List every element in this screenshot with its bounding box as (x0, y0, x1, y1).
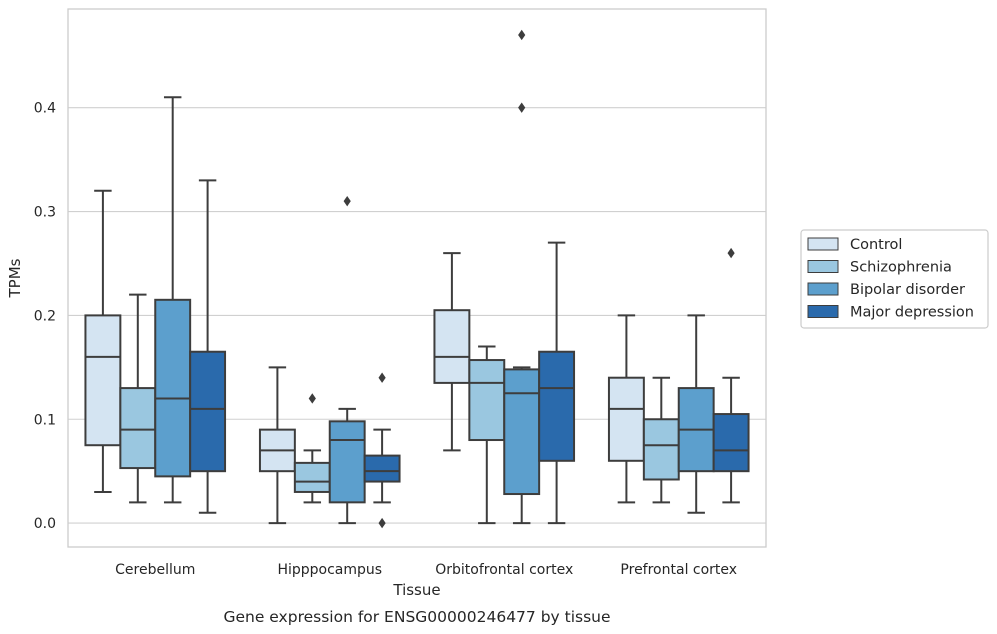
box-body (363, 454, 401, 483)
box-body (468, 359, 506, 442)
legend-label: Bipolar disorder (850, 282, 965, 298)
box-body (119, 387, 157, 470)
box-control (607, 314, 645, 504)
box-body (433, 309, 471, 384)
box-major-depression (712, 247, 750, 504)
box-body (607, 376, 645, 462)
x-tick-label: Orbitofrontal cortex (435, 562, 573, 578)
box-schizophrenia (468, 345, 506, 525)
box-bipolar-disorder (677, 314, 715, 514)
box-major-depression (363, 372, 401, 529)
x-tick-label: Prefrontal cortex (620, 562, 737, 578)
x-tick-label: Cerebellum (115, 562, 195, 578)
legend: Control Schizophrenia Bipolar disorder Majo… (800, 229, 989, 329)
legend-label: Control (850, 237, 902, 253)
y-tick-label: 0.3 (34, 205, 56, 221)
box-major-depression (538, 241, 576, 525)
box-body (189, 350, 227, 473)
box-major-depression (189, 179, 227, 514)
outlier-point (308, 393, 316, 404)
y-tick-label: 0.2 (34, 308, 56, 324)
y-tick-label: 0.4 (34, 101, 56, 117)
x-axis-label: Tissue (392, 581, 440, 599)
legend-swatch (807, 282, 839, 296)
box-bipolar-disorder (503, 29, 541, 525)
box-body (84, 314, 122, 447)
box-schizophrenia (642, 376, 680, 504)
legend-frame (800, 229, 989, 329)
outlier-point (727, 247, 735, 259)
figure-caption: Gene expression for ENSG00000246477 by t… (223, 608, 610, 626)
box-schizophrenia (293, 393, 331, 504)
legend-label: Major depression (850, 305, 974, 321)
legend-swatch (807, 260, 839, 273)
y-tick-label: 0.0 (34, 516, 56, 532)
legend-label: Schizophrenia (850, 260, 952, 276)
legend-swatch (807, 305, 839, 318)
outlier-point (343, 195, 351, 207)
y-axis-label: TPMs (6, 258, 24, 298)
outlier-point (378, 517, 386, 529)
box-bipolar-disorder (328, 195, 366, 525)
y-tick-label: 0.1 (34, 412, 56, 428)
outlier-point (378, 372, 386, 383)
box-control (258, 366, 296, 525)
box-body (328, 420, 366, 504)
box-control (84, 189, 122, 493)
box-layer (84, 29, 750, 529)
y-tick-labels: 0.0 0.1 0.2 0.3 0.4 (34, 101, 56, 532)
box-body (642, 418, 680, 481)
plot-frame (67, 8, 767, 548)
box-body (538, 350, 576, 462)
box-body (293, 461, 331, 493)
box-body (503, 368, 541, 496)
legend-swatch (807, 237, 839, 251)
outlier-point (518, 102, 526, 113)
box-body (712, 413, 750, 473)
box-bipolar-disorder (154, 96, 192, 504)
x-tick-labels: Cerebellum Hipppocampus Orbitofrontal cort… (115, 562, 737, 578)
box-schizophrenia (119, 293, 157, 504)
box-control (433, 252, 471, 452)
x-tick-label: Hipppocampus (277, 562, 382, 578)
outlier-point (518, 29, 526, 41)
box-body (154, 298, 192, 478)
